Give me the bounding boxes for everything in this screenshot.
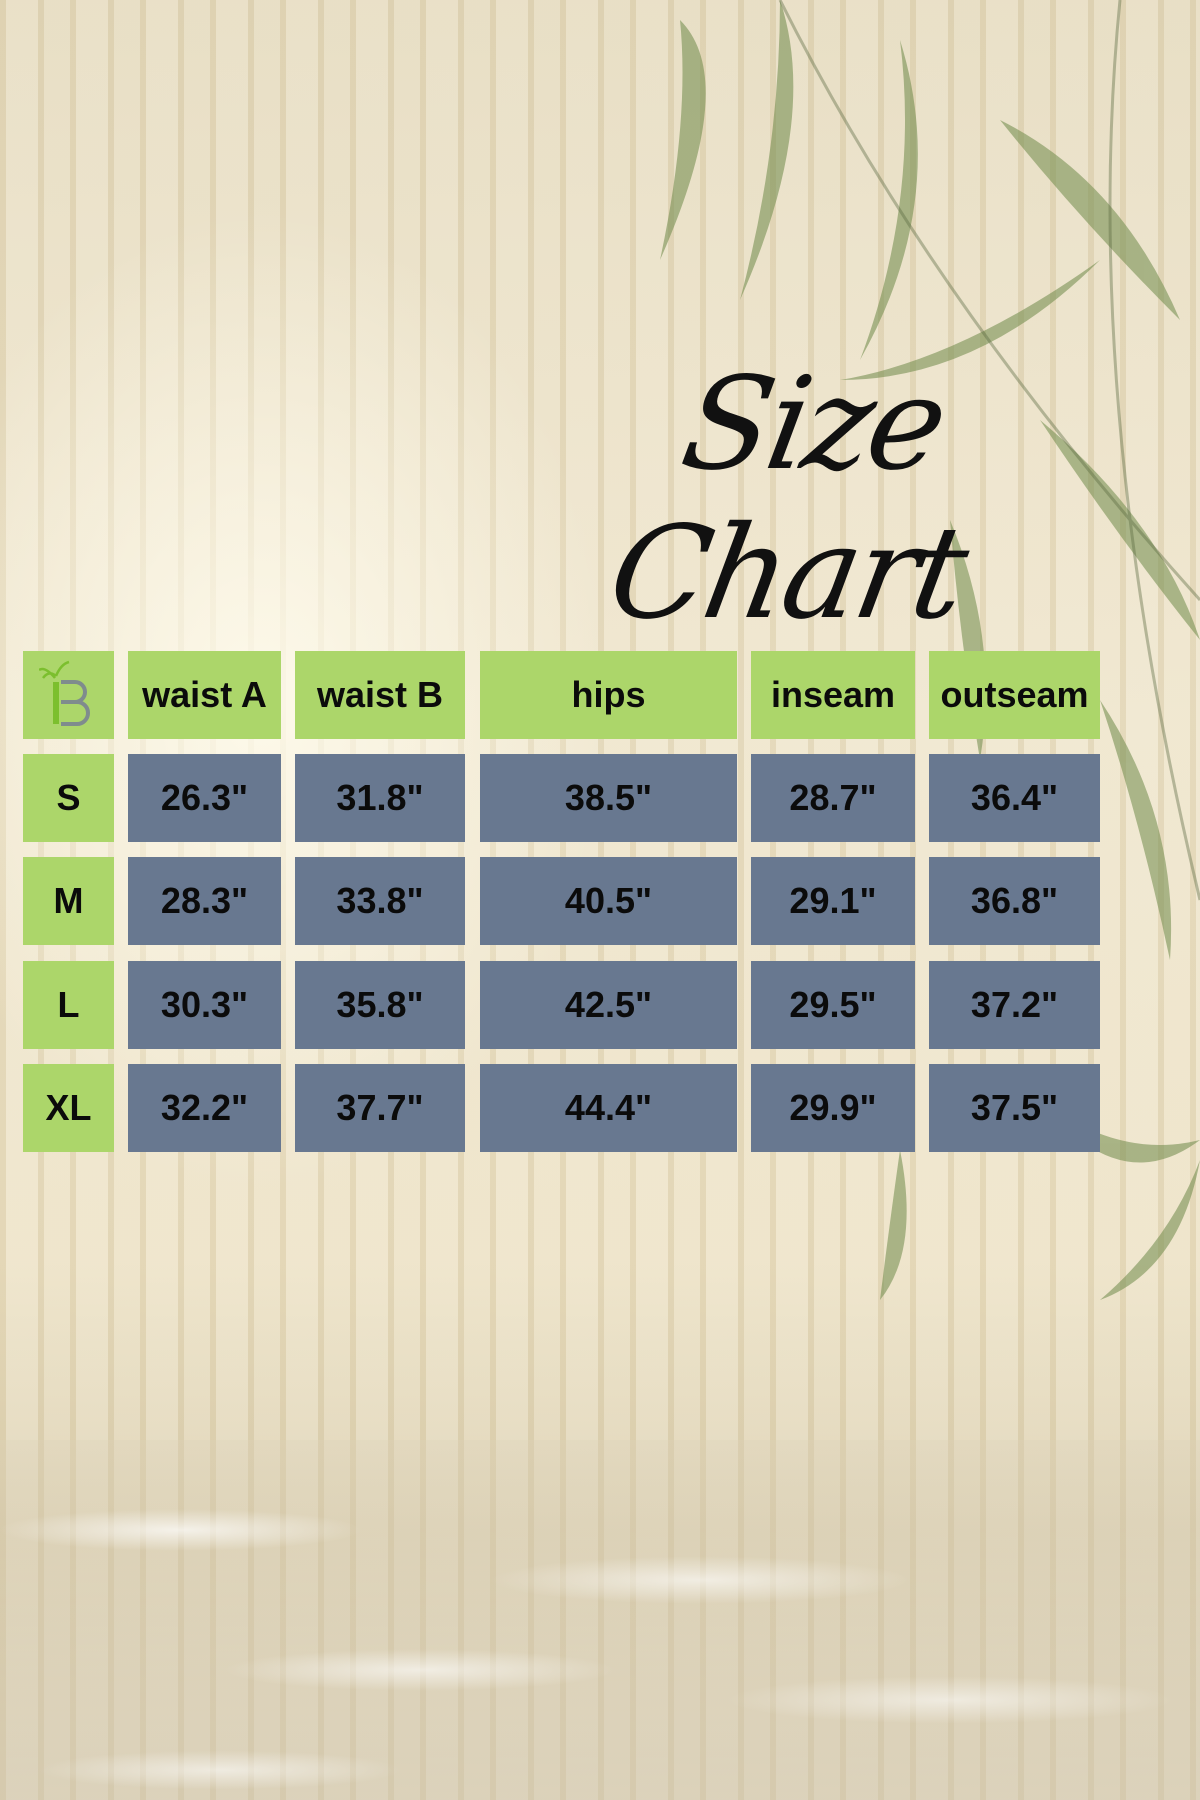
measurement-cell: 35.8" — [295, 961, 465, 1049]
measurement-cell: 40.5" — [480, 857, 737, 945]
size-label: S — [23, 754, 114, 842]
page-title: Size Chart — [599, 350, 975, 648]
bamboo-leaves-decoration — [660, 0, 1200, 1300]
measurement-cell: 36.4" — [929, 754, 1100, 842]
size-label: M — [23, 857, 114, 945]
measurement-cell: 37.7" — [295, 1064, 465, 1152]
measurement-cell: 29.5" — [751, 961, 915, 1049]
column-header: outseam — [929, 651, 1100, 739]
bamboo-b-logo-icon — [38, 660, 90, 726]
measurement-cell: 26.3" — [128, 754, 281, 842]
measurement-cell: 37.2" — [929, 961, 1100, 1049]
measurement-cell: 29.1" — [751, 857, 915, 945]
column-header: inseam — [751, 651, 915, 739]
size-label: L — [23, 961, 114, 1049]
measurement-cell: 44.4" — [480, 1064, 737, 1152]
measurement-cell: 29.9" — [751, 1064, 915, 1152]
column-header: hips — [480, 651, 737, 739]
column-header: waist B — [295, 651, 465, 739]
measurement-cell: 30.3" — [128, 961, 281, 1049]
measurement-cell: 32.2" — [128, 1064, 281, 1152]
logo-cell — [23, 651, 114, 739]
measurement-cell: 31.8" — [295, 754, 465, 842]
column-header: waist A — [128, 651, 281, 739]
measurement-cell: 33.8" — [295, 857, 465, 945]
measurement-cell: 28.7" — [751, 754, 915, 842]
measurement-cell: 38.5" — [480, 754, 737, 842]
measurement-cell: 37.5" — [929, 1064, 1100, 1152]
measurement-cell: 36.8" — [929, 857, 1100, 945]
size-label: XL — [23, 1064, 114, 1152]
water-reflection-decoration — [0, 1440, 1200, 1800]
measurement-cell: 28.3" — [128, 857, 281, 945]
measurement-cell: 42.5" — [480, 961, 737, 1049]
